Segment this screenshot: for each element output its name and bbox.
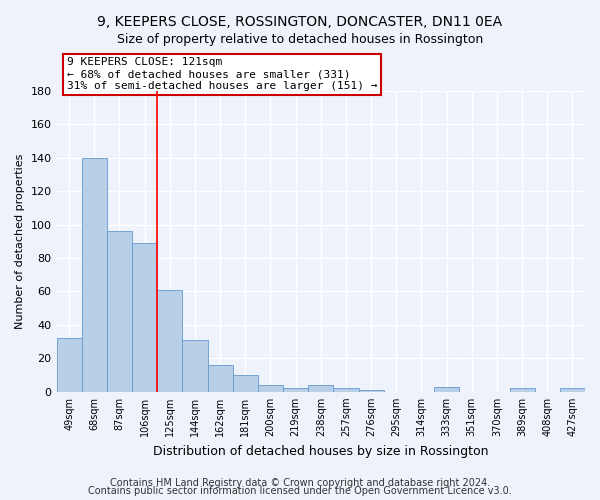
Text: Size of property relative to detached houses in Rossington: Size of property relative to detached ho…	[117, 32, 483, 46]
Bar	[82, 158, 107, 392]
Bar	[334, 388, 359, 392]
Bar	[157, 290, 182, 392]
Bar	[283, 388, 308, 392]
Text: 9 KEEPERS CLOSE: 121sqm
← 68% of detached houses are smaller (331)
31% of semi-d: 9 KEEPERS CLOSE: 121sqm ← 68% of detache…	[67, 58, 377, 90]
Bar	[359, 390, 383, 392]
Text: 9, KEEPERS CLOSE, ROSSINGTON, DONCASTER, DN11 0EA: 9, KEEPERS CLOSE, ROSSINGTON, DONCASTER,…	[97, 15, 503, 29]
Text: Contains HM Land Registry data © Crown copyright and database right 2024.: Contains HM Land Registry data © Crown c…	[110, 478, 490, 488]
Bar	[434, 387, 459, 392]
Bar	[258, 385, 283, 392]
Bar	[107, 231, 132, 392]
Bar	[182, 340, 208, 392]
Bar	[308, 385, 334, 392]
X-axis label: Distribution of detached houses by size in Rossington: Distribution of detached houses by size …	[153, 444, 488, 458]
Bar	[208, 365, 233, 392]
Bar	[233, 375, 258, 392]
Bar	[509, 388, 535, 392]
Bar	[56, 338, 82, 392]
Text: Contains public sector information licensed under the Open Government Licence v3: Contains public sector information licen…	[88, 486, 512, 496]
Bar	[560, 388, 585, 392]
Y-axis label: Number of detached properties: Number of detached properties	[15, 154, 25, 329]
Bar	[132, 243, 157, 392]
